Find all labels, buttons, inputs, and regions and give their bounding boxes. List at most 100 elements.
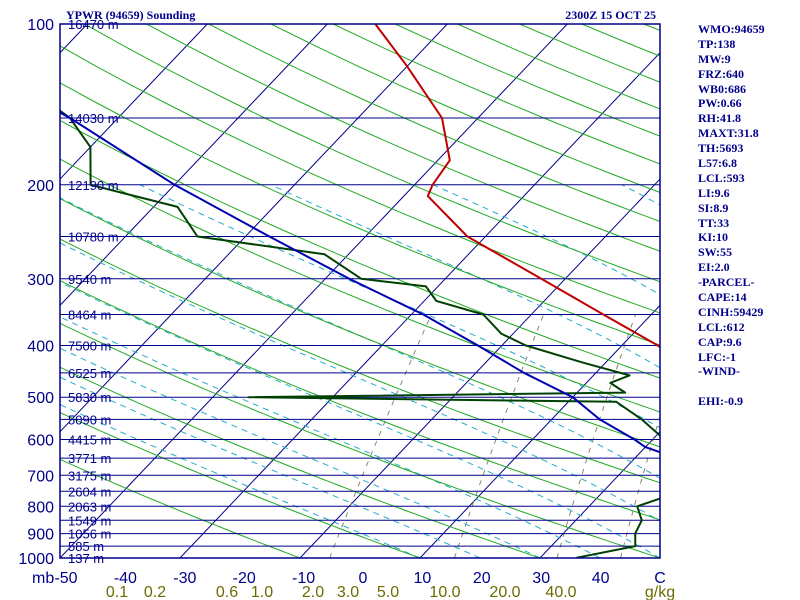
plot-frame — [59, 23, 661, 559]
index-item: TT:33 — [698, 215, 730, 230]
index-item: SW:55 — [698, 245, 733, 260]
isobar-lines — [60, 23, 660, 559]
mixing-ratio-tick-label: 10.0 — [429, 584, 460, 600]
index-item: WMO:94659 — [698, 22, 765, 36]
chart-title: YPWR (94659) Sounding — [66, 8, 195, 22]
pressure-tick-label: 300 — [27, 272, 54, 289]
mixing-ratio-tick-label: 0.2 — [144, 584, 166, 600]
mixing-ratio-tick-label: 0.6 — [216, 584, 238, 600]
dry-adiabat-line — [60, 238, 660, 484]
mixing-ratio-tick-label: 5.0 — [377, 584, 399, 600]
mixing-ratio-tick-label: g/kg — [645, 584, 675, 600]
temperature-tick-label: -50 — [54, 570, 77, 587]
chart-timestamp: 2300Z 15 OCT 25 — [565, 8, 656, 22]
profile-series — [60, 24, 660, 558]
height-label: 12190 m — [68, 178, 119, 193]
height-label: 16470 m — [68, 17, 119, 32]
height-label: 3175 m — [68, 468, 111, 483]
mixing-ratio-tick-label: 0.1 — [106, 584, 128, 600]
index-item: TH:5693 — [698, 141, 744, 156]
isotherm-line — [179, 52, 660, 558]
isotherm-line — [60, 24, 448, 433]
moist-adiabat-lines — [60, 184, 660, 558]
temperature-tick-labels: -50 -40 -30 -20 -10 0 10 20 30 40 C — [54, 570, 665, 587]
plot-border — [59, 23, 661, 559]
index-item: LCL:612 — [698, 319, 745, 334]
height-label: 3771 m — [68, 451, 111, 466]
index-item: EHI:-0.9 — [698, 394, 743, 409]
pressure-tick-label: 100 — [27, 17, 54, 34]
index-item: -WIND- — [698, 364, 740, 379]
temperature-tick-label: C — [654, 570, 666, 587]
index-item: MW:9 — [698, 51, 731, 66]
temperature-tick-label: 0 — [359, 570, 368, 587]
mixing-ratio-lines — [329, 314, 660, 558]
mixing-ratio-tick-label: 2.0 — [302, 584, 324, 600]
index-item: CINH:59429 — [698, 304, 764, 319]
moist-adiabat-line — [60, 197, 660, 479]
index-item: MAXT:31.8 — [698, 126, 759, 141]
pressure-tick-label: 400 — [27, 339, 54, 356]
index-item: TP:138 — [698, 36, 736, 51]
temperature-tick-label: -10 — [292, 570, 315, 587]
temperature-tick-label: 30 — [532, 570, 550, 587]
pressure-tick-label: 200 — [27, 178, 54, 195]
isotherm-line — [539, 430, 660, 558]
mixing-ratio-tick-label: 3.0 — [337, 584, 359, 600]
dry-adiabat-line — [60, 198, 660, 448]
temperature-tick-label: -30 — [173, 570, 196, 587]
pressure-tick-labels: 100 200 300 400 500 600 700 800 900 1000 mb — [18, 17, 54, 587]
isotherm-lines — [60, 24, 800, 558]
index-item: LFC:-1 — [698, 349, 736, 364]
height-label: 2063 m — [68, 499, 111, 514]
isotherm-line — [60, 24, 328, 307]
dry-adiabat-line — [60, 82, 660, 346]
dewpoint-trace — [60, 109, 660, 558]
index-item: -PARCEL- — [698, 275, 755, 290]
height-label: 2604 m — [68, 484, 111, 499]
parcel-trace — [60, 111, 660, 454]
height-label: 8464 m — [68, 308, 111, 323]
isotherm-line — [780, 24, 800, 558]
index-item: WB0:686 — [698, 81, 746, 96]
height-label: 6525 m — [68, 366, 111, 381]
mixing-ratio-tick-label: 40.0 — [545, 584, 576, 600]
pressure-tick-label: 1000 — [18, 551, 54, 568]
height-label: 14030 m — [68, 111, 119, 126]
dry-adiabat-line — [60, 119, 660, 379]
moist-adiabat-line — [60, 281, 660, 558]
mixing-ratio-line — [454, 314, 545, 558]
pressure-tick-label: 600 — [27, 433, 54, 450]
dry-adiabat-line — [60, 45, 660, 314]
index-item: L57:6.8 — [698, 156, 737, 171]
height-label: 9540 m — [68, 272, 111, 287]
pressure-unit-label: mb — [32, 570, 54, 587]
mixing-ratio-tick-label: 20.0 — [489, 584, 520, 600]
index-item — [698, 379, 765, 394]
temperature-tick-label: 20 — [473, 570, 491, 587]
index-item: PW:0.66 — [698, 96, 742, 111]
pressure-tick-label: 700 — [27, 468, 54, 485]
height-labels: 16470 m 14030 m 12190 m 10780 m 9540 m 8464 m… — [68, 17, 119, 566]
pressure-tick-label: 500 — [27, 390, 54, 407]
height-label: 4415 m — [68, 433, 111, 448]
index-item: FRZ:640 — [698, 66, 744, 81]
isotherm-line — [60, 24, 208, 180]
dry-adiabat-line — [768, 24, 800, 558]
height-label: 137 m — [68, 551, 104, 566]
index-item: KI:10 — [698, 230, 728, 245]
temperature-tick-label: -20 — [233, 570, 256, 587]
dry-adiabat-line — [581, 24, 660, 57]
index-item: SI:8.9 — [698, 200, 729, 215]
isotherm-line — [419, 304, 660, 558]
pressure-tick-label: 800 — [27, 499, 54, 516]
index-item: LI:9.6 — [698, 185, 730, 200]
mixing-ratio-tick-label: 1.0 — [251, 584, 273, 600]
mixing-ratio-tick-labels: 0.1 0.2 0.6 1.0 2.0 3.0 5.0 10.0 20.0 40.0 g/kg — [106, 584, 675, 600]
index-item: CAP:9.6 — [698, 334, 742, 349]
pressure-tick-label: 900 — [27, 527, 54, 544]
height-label: 10780 m — [68, 229, 119, 244]
height-label: 7500 m — [68, 339, 111, 354]
